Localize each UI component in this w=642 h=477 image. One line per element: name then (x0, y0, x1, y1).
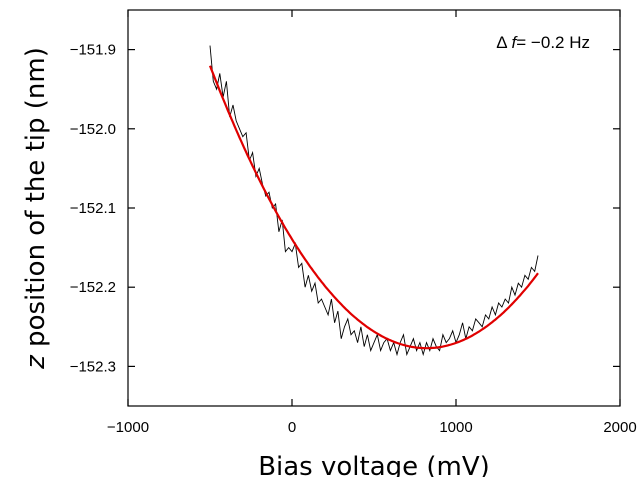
y-tick-label: −152.3 (70, 358, 116, 375)
plot-frame (127, 9, 621, 407)
series-measured-line (209, 45, 539, 357)
series-fit-line (208, 65, 539, 350)
y-tick-label: −152.2 (70, 279, 116, 296)
y-tick-label: −152.1 (70, 200, 116, 217)
y-tick-label: −152.0 (70, 121, 116, 138)
axis-tick-labels: −1000 0 1000 2000 −151.9 −152.0 −152.1 −152.2 −1… (70, 42, 637, 436)
x-tick-label: 1000 (439, 419, 472, 436)
x-tick-label: 0 (288, 419, 296, 436)
y-tick-label: −151.9 (70, 42, 116, 59)
y-axis-title: z position of the tip (nm) (21, 47, 51, 370)
x-tick-label: 2000 (603, 419, 636, 436)
axis-ticks (127, 10, 621, 406)
x-tick-label: −1000 (107, 419, 149, 436)
x-axis-title: Bias voltage (mV) (258, 452, 490, 477)
